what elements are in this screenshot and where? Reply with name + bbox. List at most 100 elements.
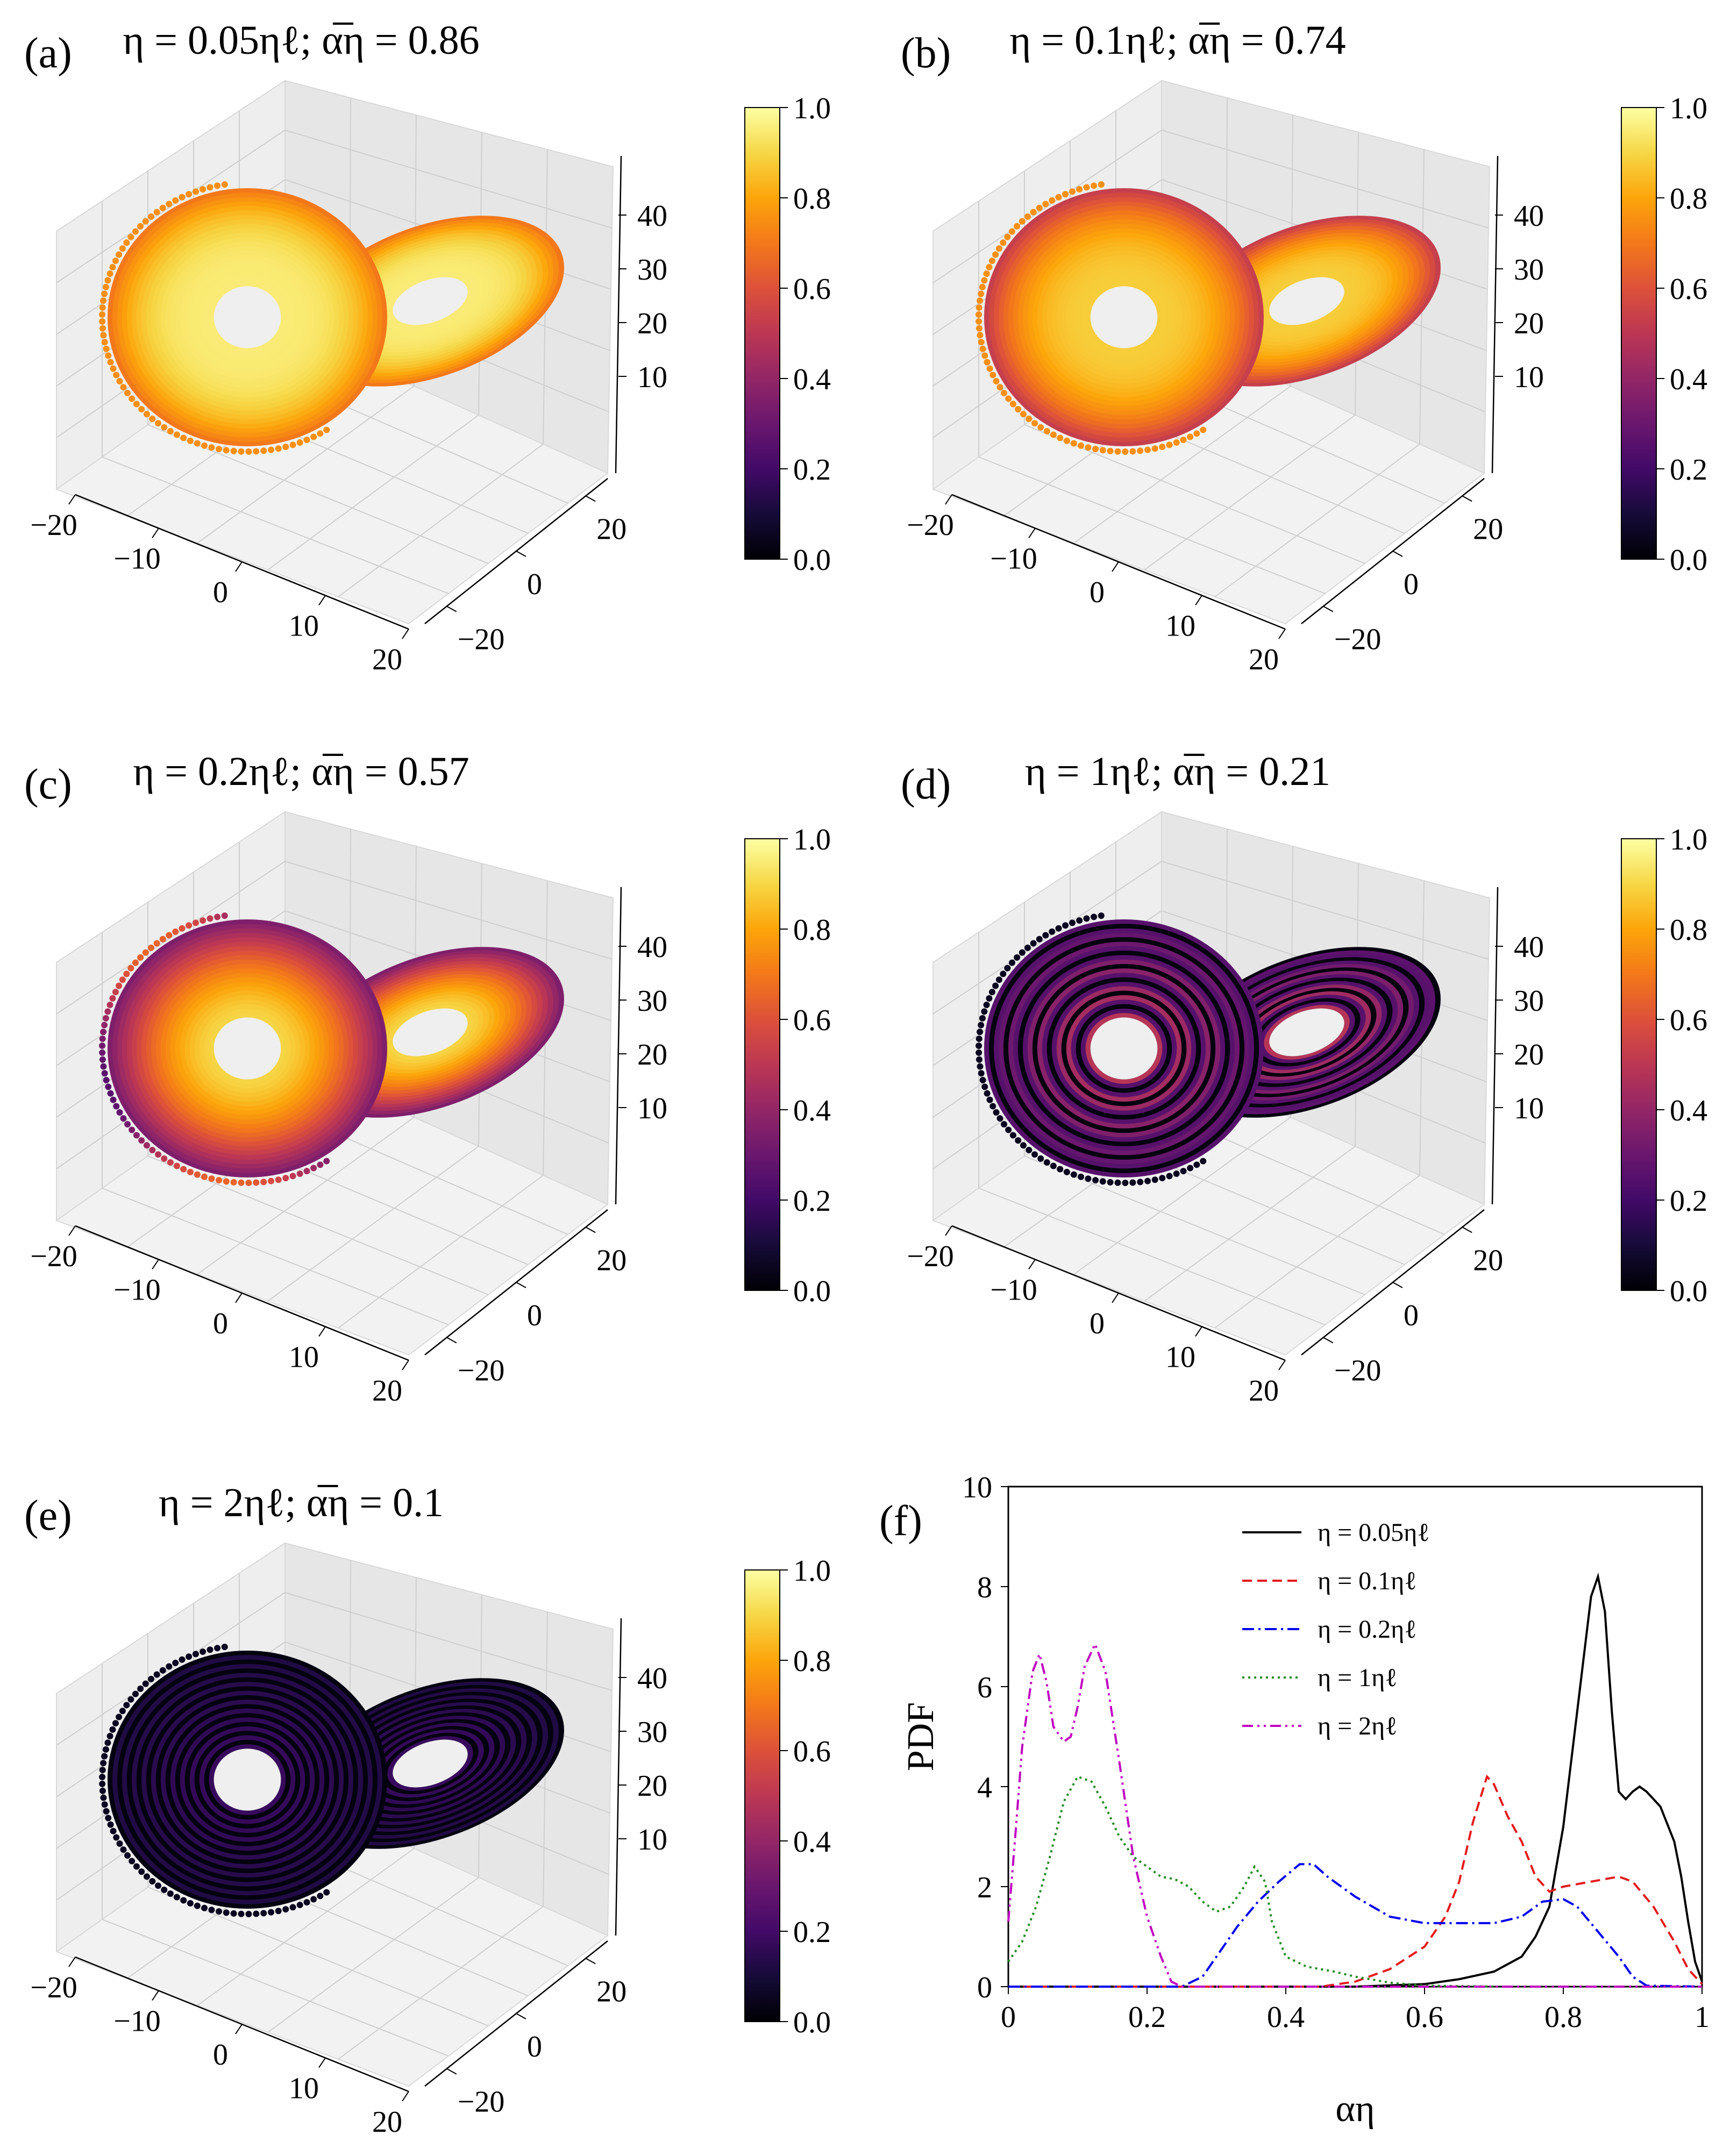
- x-tick-label: 0: [1001, 2001, 1016, 2034]
- colorbar-tick-label: 0.6: [793, 1004, 831, 1037]
- panel-label: (e): [24, 1492, 72, 1539]
- colorbar: 0.0 0.2 0.4 0.6 0.8 1.0: [744, 1554, 831, 2039]
- colorbar-tick-label: 0.4: [793, 1825, 831, 1859]
- x-tick-label: 10: [289, 610, 319, 643]
- colorbar-tick-label: 0.4: [1670, 363, 1707, 396]
- y-tick-label: 0: [1404, 568, 1419, 601]
- colorbar-tick-label: 0.0: [793, 544, 831, 577]
- x-tick-label: 20: [372, 2105, 402, 2139]
- z-tick-label: 40: [1514, 931, 1544, 964]
- z-tick-label: 20: [637, 1769, 667, 1803]
- z-tick-label: 20: [1514, 1038, 1544, 1072]
- y-tick-label: −20: [458, 1354, 505, 1388]
- colorbar-tick-label: 0.8: [793, 1645, 831, 1678]
- colorbar-tick-label: 0.6: [1670, 273, 1707, 306]
- colorbar: 0.0 0.2 0.4 0.6 0.8 1.0: [744, 92, 831, 577]
- y-tick-label: 20: [596, 512, 626, 546]
- lorenz-attractor-surface: [99, 181, 564, 455]
- colorbar-tick-label: 0.2: [793, 1184, 831, 1218]
- colorbar-tick-label: 0.4: [1670, 1094, 1707, 1127]
- y-tick-label: −20: [458, 2086, 505, 2119]
- panel-title: η = 2ηℓ; α̅η = 0.1: [159, 1480, 444, 1525]
- x-tick-label: −20: [907, 509, 954, 542]
- z-tick-label: 30: [637, 1716, 667, 1749]
- colorbar-tick-label: 0.0: [793, 1275, 831, 1308]
- x-tick-label: 0.8: [1544, 2001, 1582, 2034]
- colorbar-tick-label: 0.0: [793, 2006, 831, 2039]
- z-tick-label: 20: [1514, 307, 1544, 340]
- y-tick-label: 6: [977, 1671, 992, 1704]
- x-tick-label: −10: [113, 542, 161, 576]
- z-tick-label: 30: [637, 253, 667, 287]
- z-tick-label: 10: [637, 1823, 667, 1857]
- y-tick-label: 0: [977, 1971, 992, 2004]
- colorbar-tick-label: 0.8: [1670, 913, 1707, 947]
- colorbar-tick-label: 1.0: [1670, 92, 1707, 125]
- series-line-2: [1008, 1863, 1703, 1988]
- z-tick-label: 10: [637, 361, 667, 394]
- panel-label: (a): [24, 30, 72, 77]
- colorbar-tick-label: 0.0: [1670, 544, 1707, 577]
- x-tick-label: 0: [1090, 576, 1105, 609]
- y-tick-label: 20: [1473, 1244, 1503, 1277]
- series-line-4: [1007, 1641, 1702, 1988]
- z-tick-label: 10: [1514, 1092, 1544, 1125]
- panel-title: η = 1ηℓ; α̅η = 0.21: [1025, 749, 1330, 794]
- legend-entry: η = 0.05ηℓ: [1318, 1518, 1429, 1547]
- legend-entry: η = 1ηℓ: [1318, 1664, 1397, 1692]
- y-tick-label: 2: [977, 1871, 992, 1904]
- colorbar-tick-label: 0.6: [1670, 1004, 1707, 1037]
- lorenz-attractor-surface: [976, 181, 1441, 455]
- panel-label: (c): [24, 761, 72, 808]
- y-tick-label: −20: [1334, 1354, 1382, 1388]
- z-tick-label: 30: [1514, 253, 1544, 287]
- legend-entry: η = 0.2ηℓ: [1318, 1615, 1416, 1644]
- x-axis-label: αη: [1335, 2088, 1375, 2130]
- x-tick-label: 10: [1165, 1341, 1195, 1374]
- y-tick-label: 8: [977, 1571, 992, 1604]
- y-tick-label: 0: [1404, 1299, 1419, 1332]
- colorbar: 0.0 0.2 0.4 0.6 0.8 1.0: [1621, 823, 1707, 1308]
- colorbar-tick-label: 0.4: [793, 1094, 831, 1127]
- z-tick-label: 40: [637, 931, 667, 964]
- colorbar-tick-label: 0.2: [1670, 1184, 1707, 1218]
- y-tick-label: 4: [977, 1771, 992, 1804]
- x-tick-label: 0: [213, 2038, 228, 2072]
- series-line-0: [1008, 1572, 1703, 1988]
- colorbar-tick-label: 1.0: [793, 1554, 831, 1588]
- x-tick-label: 10: [1165, 610, 1195, 643]
- colorbar-tick-label: 0.4: [793, 363, 831, 396]
- panel-3d-2: (c) η = 0.2ηℓ; α̅η = 0.57 −20 −10 0 10 20 −20 0 2…: [24, 749, 831, 1408]
- y-tick-label: 0: [527, 2030, 542, 2064]
- z-tick-label: 20: [637, 1038, 667, 1072]
- panel-title: η = 0.05ηℓ; α̅η = 0.86: [123, 18, 479, 63]
- z-tick-label: 40: [1514, 199, 1544, 233]
- z-tick-label: 40: [637, 1662, 667, 1695]
- y-axis-label: PDF: [900, 1702, 942, 1771]
- panel-label: (d): [901, 761, 951, 808]
- lorenz-attractor-surface: [976, 912, 1441, 1186]
- x-tick-label: −10: [113, 2005, 161, 2038]
- z-tick-label: 40: [637, 199, 667, 233]
- panel-3d-0: (a) η = 0.05ηℓ; α̅η = 0.86 −20 −10 0 10 20 −20 0…: [24, 18, 831, 676]
- panel-title: η = 0.2ηℓ; α̅η = 0.57: [133, 749, 469, 794]
- colorbar-tick-label: 1.0: [793, 823, 831, 856]
- colorbar-tick-label: 0.0: [1670, 1275, 1707, 1308]
- colorbar-tick-label: 0.6: [793, 1735, 831, 1768]
- colorbar-tick-label: 0.6: [793, 273, 831, 306]
- panel-label: (f): [879, 1497, 922, 1545]
- x-tick-label: 0.6: [1406, 2001, 1443, 2034]
- legend-entry: η = 2ηℓ: [1318, 1712, 1397, 1740]
- series-line-1: [1008, 1774, 1703, 1988]
- x-tick-label: −20: [907, 1240, 954, 1273]
- x-tick-label: 20: [372, 643, 402, 676]
- colorbar-tick-label: 1.0: [793, 92, 831, 125]
- x-tick-label: 20: [1249, 1374, 1279, 1408]
- x-tick-label: 0.2: [1128, 2001, 1166, 2034]
- x-tick-label: 1: [1695, 2001, 1710, 2034]
- x-tick-label: −10: [113, 1274, 161, 1307]
- z-tick-label: 30: [1514, 984, 1544, 1018]
- x-tick-label: 0: [1090, 1307, 1105, 1340]
